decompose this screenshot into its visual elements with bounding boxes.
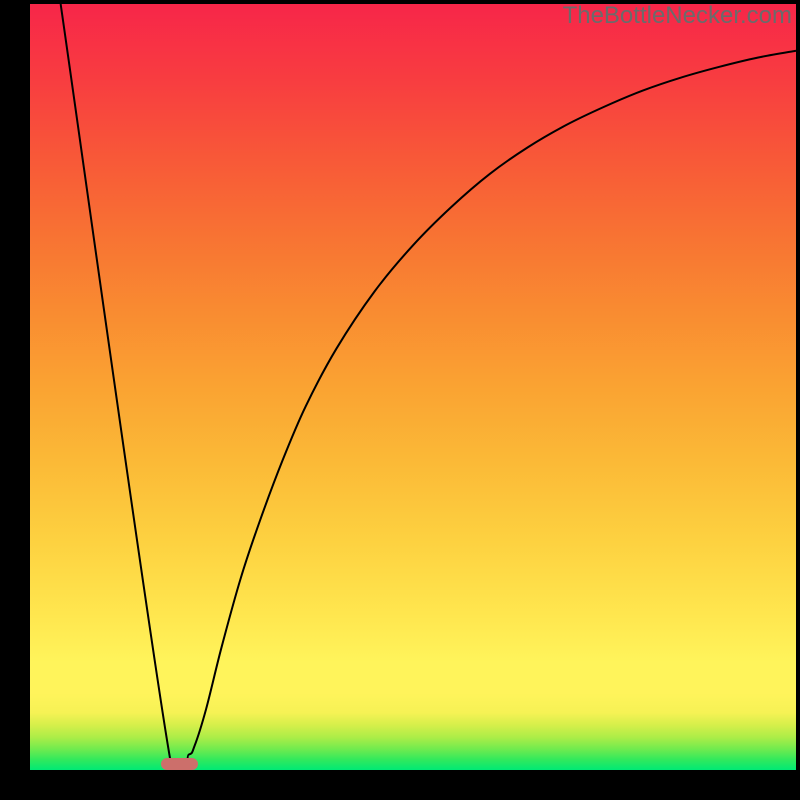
minimum-marker: [161, 758, 198, 770]
frame-border-right: [796, 0, 800, 800]
frame-border-bottom: [0, 770, 800, 800]
chart-frame: TheBottleNecker.com: [0, 0, 800, 800]
watermark-text: TheBottleNecker.com: [563, 2, 792, 30]
curve-layer: [30, 4, 796, 770]
frame-border-left: [0, 0, 30, 800]
plot-area: [30, 4, 796, 770]
curve-path: [61, 4, 796, 770]
